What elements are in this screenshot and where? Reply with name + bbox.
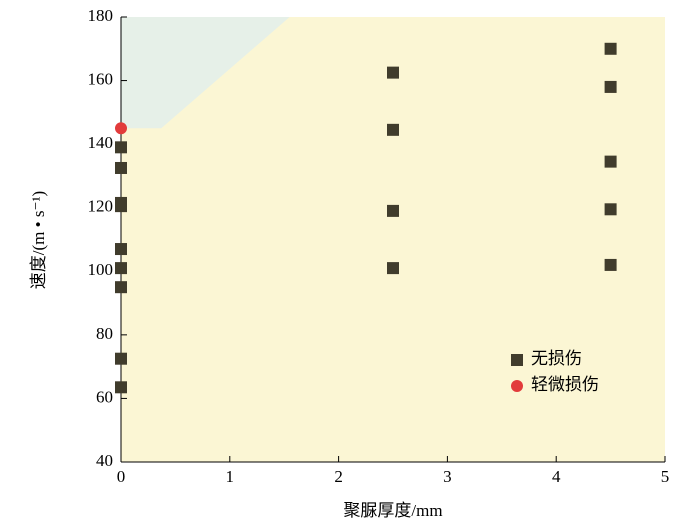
point (604, 258, 617, 271)
y-tick-label: 60 (96, 387, 113, 406)
point (115, 122, 127, 135)
plot-background (121, 17, 665, 462)
x-axis-label: 聚脲厚度/mm (343, 501, 442, 520)
point (115, 281, 127, 294)
x-tick-label: 5 (661, 467, 670, 486)
point (604, 155, 617, 168)
point (387, 123, 399, 136)
point (115, 161, 127, 174)
legend-label: 无损伤 (531, 349, 582, 368)
y-tick-label: 160 (88, 69, 114, 88)
x-tick-label: 2 (334, 467, 343, 486)
x-tick-label: 1 (226, 467, 235, 486)
legend-marker (511, 354, 523, 366)
y-tick-label: 140 (88, 133, 114, 152)
y-tick-label: 120 (88, 197, 114, 216)
point (604, 42, 617, 55)
point (115, 352, 127, 365)
x-tick-label: 0 (117, 467, 126, 486)
point (604, 203, 617, 216)
y-tick-label: 100 (88, 260, 114, 279)
x-tick-label: 3 (443, 467, 452, 486)
y-axis-label: 速度/(m • s⁻¹) (29, 191, 48, 289)
y-tick-label: 180 (88, 6, 114, 25)
point (387, 204, 399, 217)
point (387, 262, 399, 275)
legend-marker (511, 380, 523, 392)
y-tick-label: 40 (96, 451, 113, 470)
point (115, 262, 127, 275)
y-tick-label: 80 (96, 324, 113, 343)
point (115, 141, 127, 154)
legend-label: 轻微损伤 (531, 375, 599, 394)
x-tick-label: 4 (552, 467, 561, 486)
region (121, 17, 290, 129)
point (604, 80, 617, 93)
point (115, 243, 127, 256)
point (115, 381, 127, 394)
point (387, 66, 399, 79)
point (115, 200, 127, 213)
